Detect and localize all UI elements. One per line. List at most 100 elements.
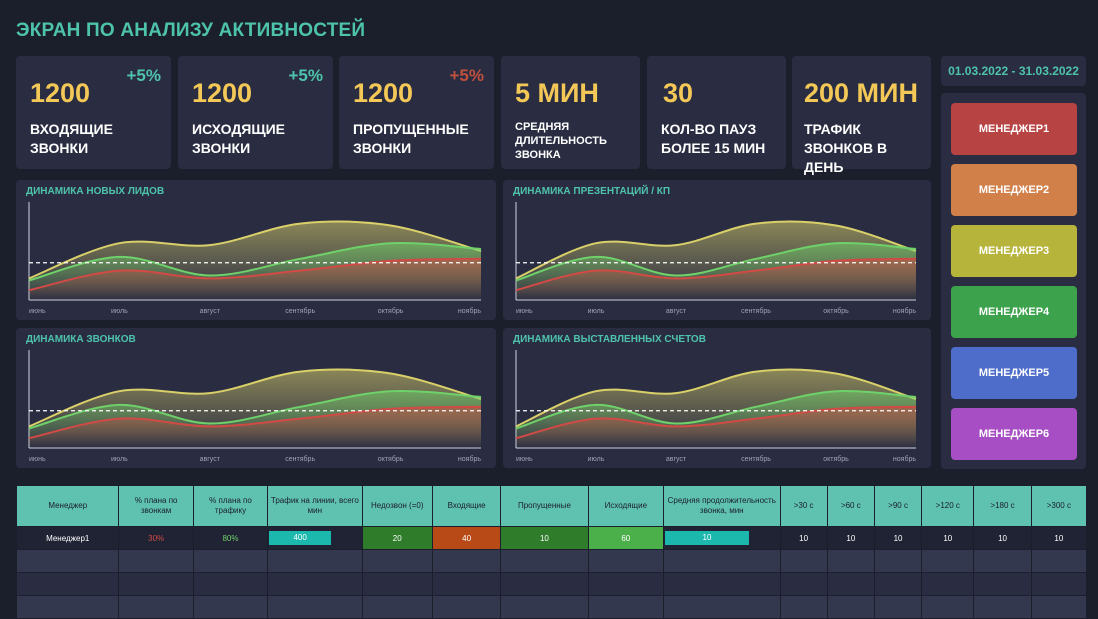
x-tick-label: ноябрь: [893, 307, 916, 315]
series-2-line: [515, 405, 917, 440]
table-cell: [500, 572, 589, 596]
chart-presentations: ДИНАМИКА ПРЕЗЕНТАЦИЙ / КП июнь июль август…: [503, 180, 931, 320]
manager-button-1[interactable]: МЕНЕДЖЕР1: [951, 103, 1077, 155]
cell-over-120s: 10: [921, 526, 975, 550]
cell-missed: 10: [500, 526, 589, 550]
col-outgoing[interactable]: Исходящие: [587, 485, 664, 527]
activity-table: Менеджер % плана по звонкам % плана по т…: [15, 485, 1088, 619]
x-tick-label: июль: [588, 456, 605, 463]
chart-calls: ДИНАМИКА ЗВОНКОВ июнь июль август сентябрь о…: [16, 328, 496, 468]
col-missed-zero[interactable]: Недозвон (=0): [361, 485, 433, 527]
col-over-180s[interactable]: >180 с: [973, 485, 1032, 527]
col-line-traffic[interactable]: Трафик на линии, всего мин: [267, 485, 363, 527]
kpi-label: СРЕДНЯЯ ДЛИТЕЛЬНОСТЬ ЗВОНКА: [515, 121, 607, 161]
x-tick-label: июль: [588, 308, 605, 315]
col-over-60s[interactable]: >60 с: [826, 485, 875, 527]
kpi-incoming-calls: 1200 +5% ВХОДЯЩИЕ ЗВОНКИ: [16, 56, 171, 169]
chart-invoices: ДИНАМИКА ВЫСТАВЛЕННЫХ СЧЕТОВ июнь июль авг…: [503, 328, 931, 468]
chart-new-leads: ДИНАМИКА НОВЫХ ЛИДОВ июнь июль август сентя…: [16, 180, 496, 320]
kpi-value: 1200: [353, 78, 414, 108]
col-plan-traffic[interactable]: % плана по трафику: [192, 485, 269, 527]
cell-over-60s: 10: [826, 526, 875, 550]
manager-button-5[interactable]: МЕНЕДЖЕР5: [951, 347, 1077, 399]
col-incoming[interactable]: Входящие: [431, 485, 502, 527]
series-1-line: [28, 389, 482, 430]
table-cell: [587, 595, 664, 619]
cell-outgoing: 60: [587, 526, 664, 550]
col-missed[interactable]: Пропущенные: [500, 485, 589, 527]
series-2-area: [29, 258, 481, 300]
x-tick-label: октябрь: [378, 307, 404, 315]
cell-over-90s: 10: [873, 526, 923, 550]
table-row[interactable]: [15, 595, 1088, 619]
kpi-value: 1200: [30, 78, 91, 108]
col-over-30s[interactable]: >30 с: [779, 485, 828, 527]
series-2-line: [28, 257, 482, 292]
col-manager[interactable]: Менеджер: [15, 485, 120, 527]
table-cell: [921, 572, 975, 596]
col-over-120s[interactable]: >120 с: [921, 485, 975, 527]
x-tick-label: июнь: [516, 456, 533, 463]
table-row[interactable]: Менеджер1 30% 80% 400 20 40 10 60 10 10 …: [15, 526, 1088, 550]
x-tick-label: октябрь: [823, 455, 849, 463]
x-tick-label: июнь: [29, 308, 46, 315]
table-cell: [361, 549, 433, 573]
x-tick-label: сентябрь: [285, 455, 315, 463]
table-cell: [267, 572, 363, 596]
kpi-missed-calls: 1200 +5% ПРОПУЩЕННЫЕ ЗВОНКИ: [339, 56, 494, 169]
col-plan-calls[interactable]: % плана по звонкам: [118, 485, 194, 527]
table-cell: [192, 595, 269, 619]
table-cell: [1030, 595, 1088, 619]
kpi-value: 5 МИН: [515, 78, 599, 108]
chart-invoices-svg: июнь июль август сентябрь октябрь ноябрь: [515, 350, 917, 463]
x-tick-label: ноябрь: [458, 307, 481, 315]
col-over-300s[interactable]: >300 с: [1030, 485, 1088, 527]
table-cell: [500, 595, 589, 619]
manager-button-3[interactable]: МЕНЕДЖЕР3: [951, 225, 1077, 277]
table-cell: [873, 549, 923, 573]
table-cell: [1030, 572, 1088, 596]
series-1-line: [515, 389, 917, 430]
table-cell: [779, 595, 828, 619]
chart-title: ДИНАМИКА ВЫСТАВЛЕННЫХ СЧЕТОВ: [513, 334, 706, 345]
kpi-value: 30: [663, 78, 694, 108]
cell-missed-zero: 20: [361, 526, 433, 550]
cell-manager: Менеджер1: [15, 526, 120, 550]
table-cell: [973, 572, 1032, 596]
table-cell: [1030, 549, 1088, 573]
kpi-avg-duration: 5 МИН СРЕДНЯЯ ДЛИТЕЛЬНОСТЬ ЗВОНКА: [501, 56, 640, 169]
table-cell: [267, 595, 363, 619]
manager-button-4[interactable]: МЕНЕДЖЕР4: [951, 286, 1077, 338]
kpi-delta: +5%: [288, 66, 324, 85]
table-cell: [873, 572, 923, 596]
table-cell: [662, 572, 781, 596]
x-tick-label: август: [200, 456, 221, 463]
chart-presentations-svg: июнь июль август сентябрь октябрь ноябрь: [515, 202, 916, 315]
table-cell: [361, 572, 433, 596]
cell-over-30s: 10: [779, 526, 828, 550]
manager-button-6[interactable]: МЕНЕДЖЕР6: [951, 408, 1077, 460]
kpi-label: ВХОДЯЩИЕ ЗВОНКИ: [30, 121, 113, 156]
x-tick-label: июнь: [29, 456, 46, 463]
x-tick-label: август: [666, 456, 687, 463]
table-row[interactable]: [15, 572, 1088, 596]
table-cell: [118, 549, 194, 573]
kpi-label: ПРОПУЩЕННЫЕ ЗВОНКИ: [353, 121, 469, 156]
x-tick-label: август: [666, 308, 687, 315]
manager-button-2[interactable]: МЕНЕДЖЕР2: [951, 164, 1077, 216]
x-tick-label: сентябрь: [285, 307, 315, 315]
x-tick-label: ноябрь: [893, 455, 916, 463]
chart-title: ДИНАМИКА НОВЫХ ЛИДОВ: [26, 186, 165, 197]
table-cell: [779, 572, 828, 596]
cell-line-traffic: 400: [267, 526, 363, 550]
kpi-outgoing-calls: 1200 +5% ИСХОДЯЩИЕ ЗВОНКИ: [178, 56, 333, 169]
chart-new-leads-svg: июнь июль август сентябрь октябрь ноябрь: [28, 202, 482, 315]
table-row[interactable]: [15, 549, 1088, 573]
avg-duration-bar: 10: [664, 531, 749, 545]
series-2-area: [516, 258, 916, 300]
x-tick-label: сентябрь: [741, 455, 771, 463]
col-over-90s[interactable]: >90 с: [873, 485, 923, 527]
date-range-picker[interactable]: 01.03.2022 - 31.03.2022: [941, 56, 1086, 86]
x-tick-label: октябрь: [378, 455, 404, 463]
col-avg-duration[interactable]: Средняя продолжительность звонка, мин: [662, 485, 781, 527]
